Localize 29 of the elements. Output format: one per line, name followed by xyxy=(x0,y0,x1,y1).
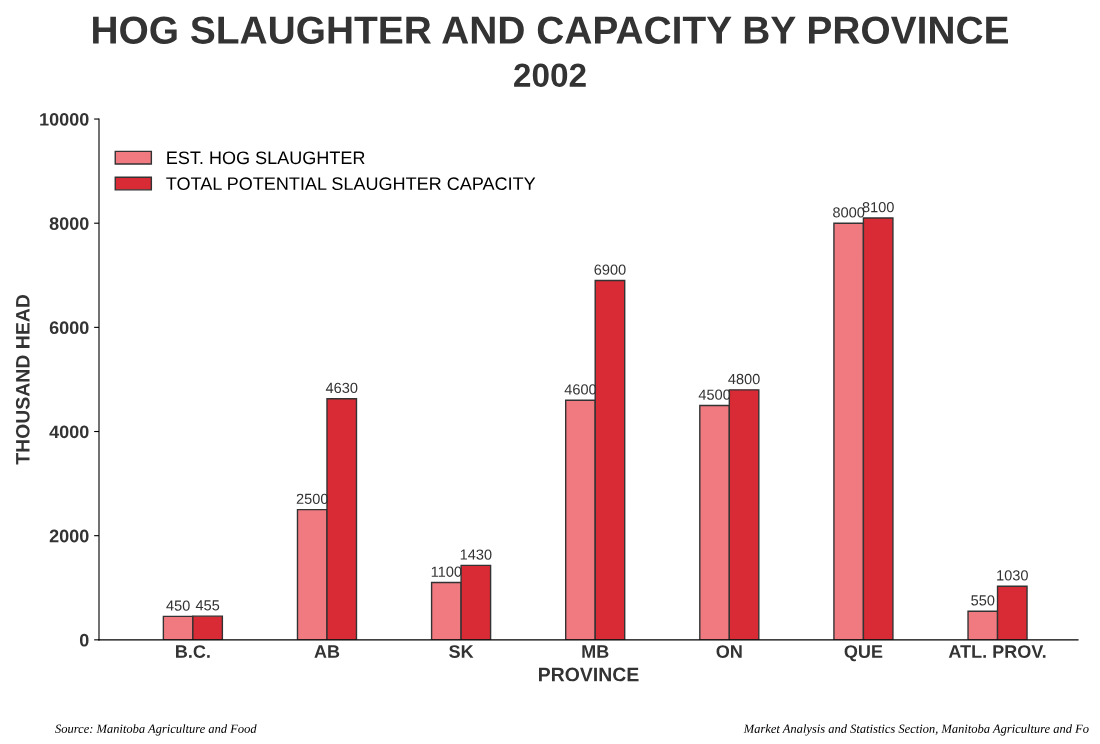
y-tick-label: 4000 xyxy=(49,425,89,439)
y-axis-title: THOUSAND HEAD xyxy=(15,294,30,465)
data-label: 550 xyxy=(971,595,995,606)
chart-title: HOG SLAUGHTER AND CAPACITY BY PROVINCE xyxy=(93,16,1009,44)
y-tick-label: 10000 xyxy=(40,112,89,126)
legend-label: TOTAL POTENTIAL SLAUGHTER CAPACITY xyxy=(166,177,536,191)
data-label: 4800 xyxy=(728,373,760,385)
data-label: 1430 xyxy=(460,549,492,560)
y-tick-label: 8000 xyxy=(49,217,89,230)
x-tick-label: QUE xyxy=(844,645,883,662)
data-label: 4630 xyxy=(325,382,358,394)
x-tick-label: ON xyxy=(716,645,742,658)
x-axis-title: PROVINCE xyxy=(539,667,639,682)
x-tick-label: AB xyxy=(314,645,340,658)
y-tick-label: 6000 xyxy=(49,321,89,335)
x-tick-label: ATL. PROV. xyxy=(948,645,1046,658)
legend-label: EST. HOG SLAUGHTER xyxy=(167,151,365,165)
chart-subtitle: 2002 xyxy=(514,63,586,88)
source-note: Source: Manitoba Agriculture and Food xyxy=(55,724,257,736)
x-tick-label: B.C. xyxy=(176,645,210,658)
data-label: 455 xyxy=(195,600,220,611)
data-label: 450 xyxy=(166,600,190,611)
text: Market Analysis and Statistics Section, Manitoba Agriculture and Fo xyxy=(743,724,1089,736)
data-label: 6900 xyxy=(594,264,626,275)
y-tick-label: 2000 xyxy=(49,529,89,543)
x-tick-label: MB xyxy=(582,645,609,658)
x-tick-label: SK xyxy=(449,645,474,658)
y-tick-label: 0 xyxy=(79,633,89,647)
data-label: 1030 xyxy=(997,570,1028,581)
